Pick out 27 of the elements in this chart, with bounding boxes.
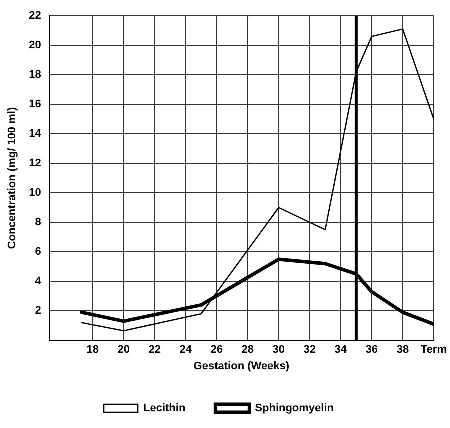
x-tick-label: 24: [180, 344, 193, 356]
x-tick-label: 20: [118, 344, 130, 356]
legend-label: Sphingomyelin: [255, 402, 334, 415]
y-tick-label: 16: [29, 98, 42, 111]
x-tick-label: 22: [148, 344, 161, 356]
x-tick-label: 34: [334, 344, 348, 356]
x-tick-label: 18: [86, 344, 99, 356]
y-axis-title: Concentration (mg/ 100 ml): [6, 107, 19, 250]
y-tick-label: 4: [35, 276, 42, 288]
x-tick-label: 32: [304, 344, 316, 356]
y-tick-label: 10: [29, 187, 42, 200]
y-tick-label: 22: [29, 10, 42, 22]
y-tick-label: 20: [29, 40, 42, 52]
x-axis-title: Gestation (Weeks): [194, 360, 290, 372]
y-tick-label: 8: [35, 216, 42, 229]
x-tick-label: 30: [272, 344, 286, 356]
y-tick-label: 18: [29, 69, 42, 82]
x-tick-label: 38: [396, 344, 410, 356]
y-tick-label: 12: [29, 158, 42, 170]
x-tick-label: 28: [242, 344, 254, 356]
y-tick-label: 6: [35, 246, 42, 258]
x-tick-label: 26: [210, 344, 224, 356]
legend-label: Lecithin: [143, 402, 186, 415]
x-tick-label: 36: [366, 344, 378, 356]
x-tick-label: Term: [420, 344, 448, 356]
y-tick-label: 2: [35, 305, 42, 318]
y-tick-label: 14: [29, 128, 42, 140]
